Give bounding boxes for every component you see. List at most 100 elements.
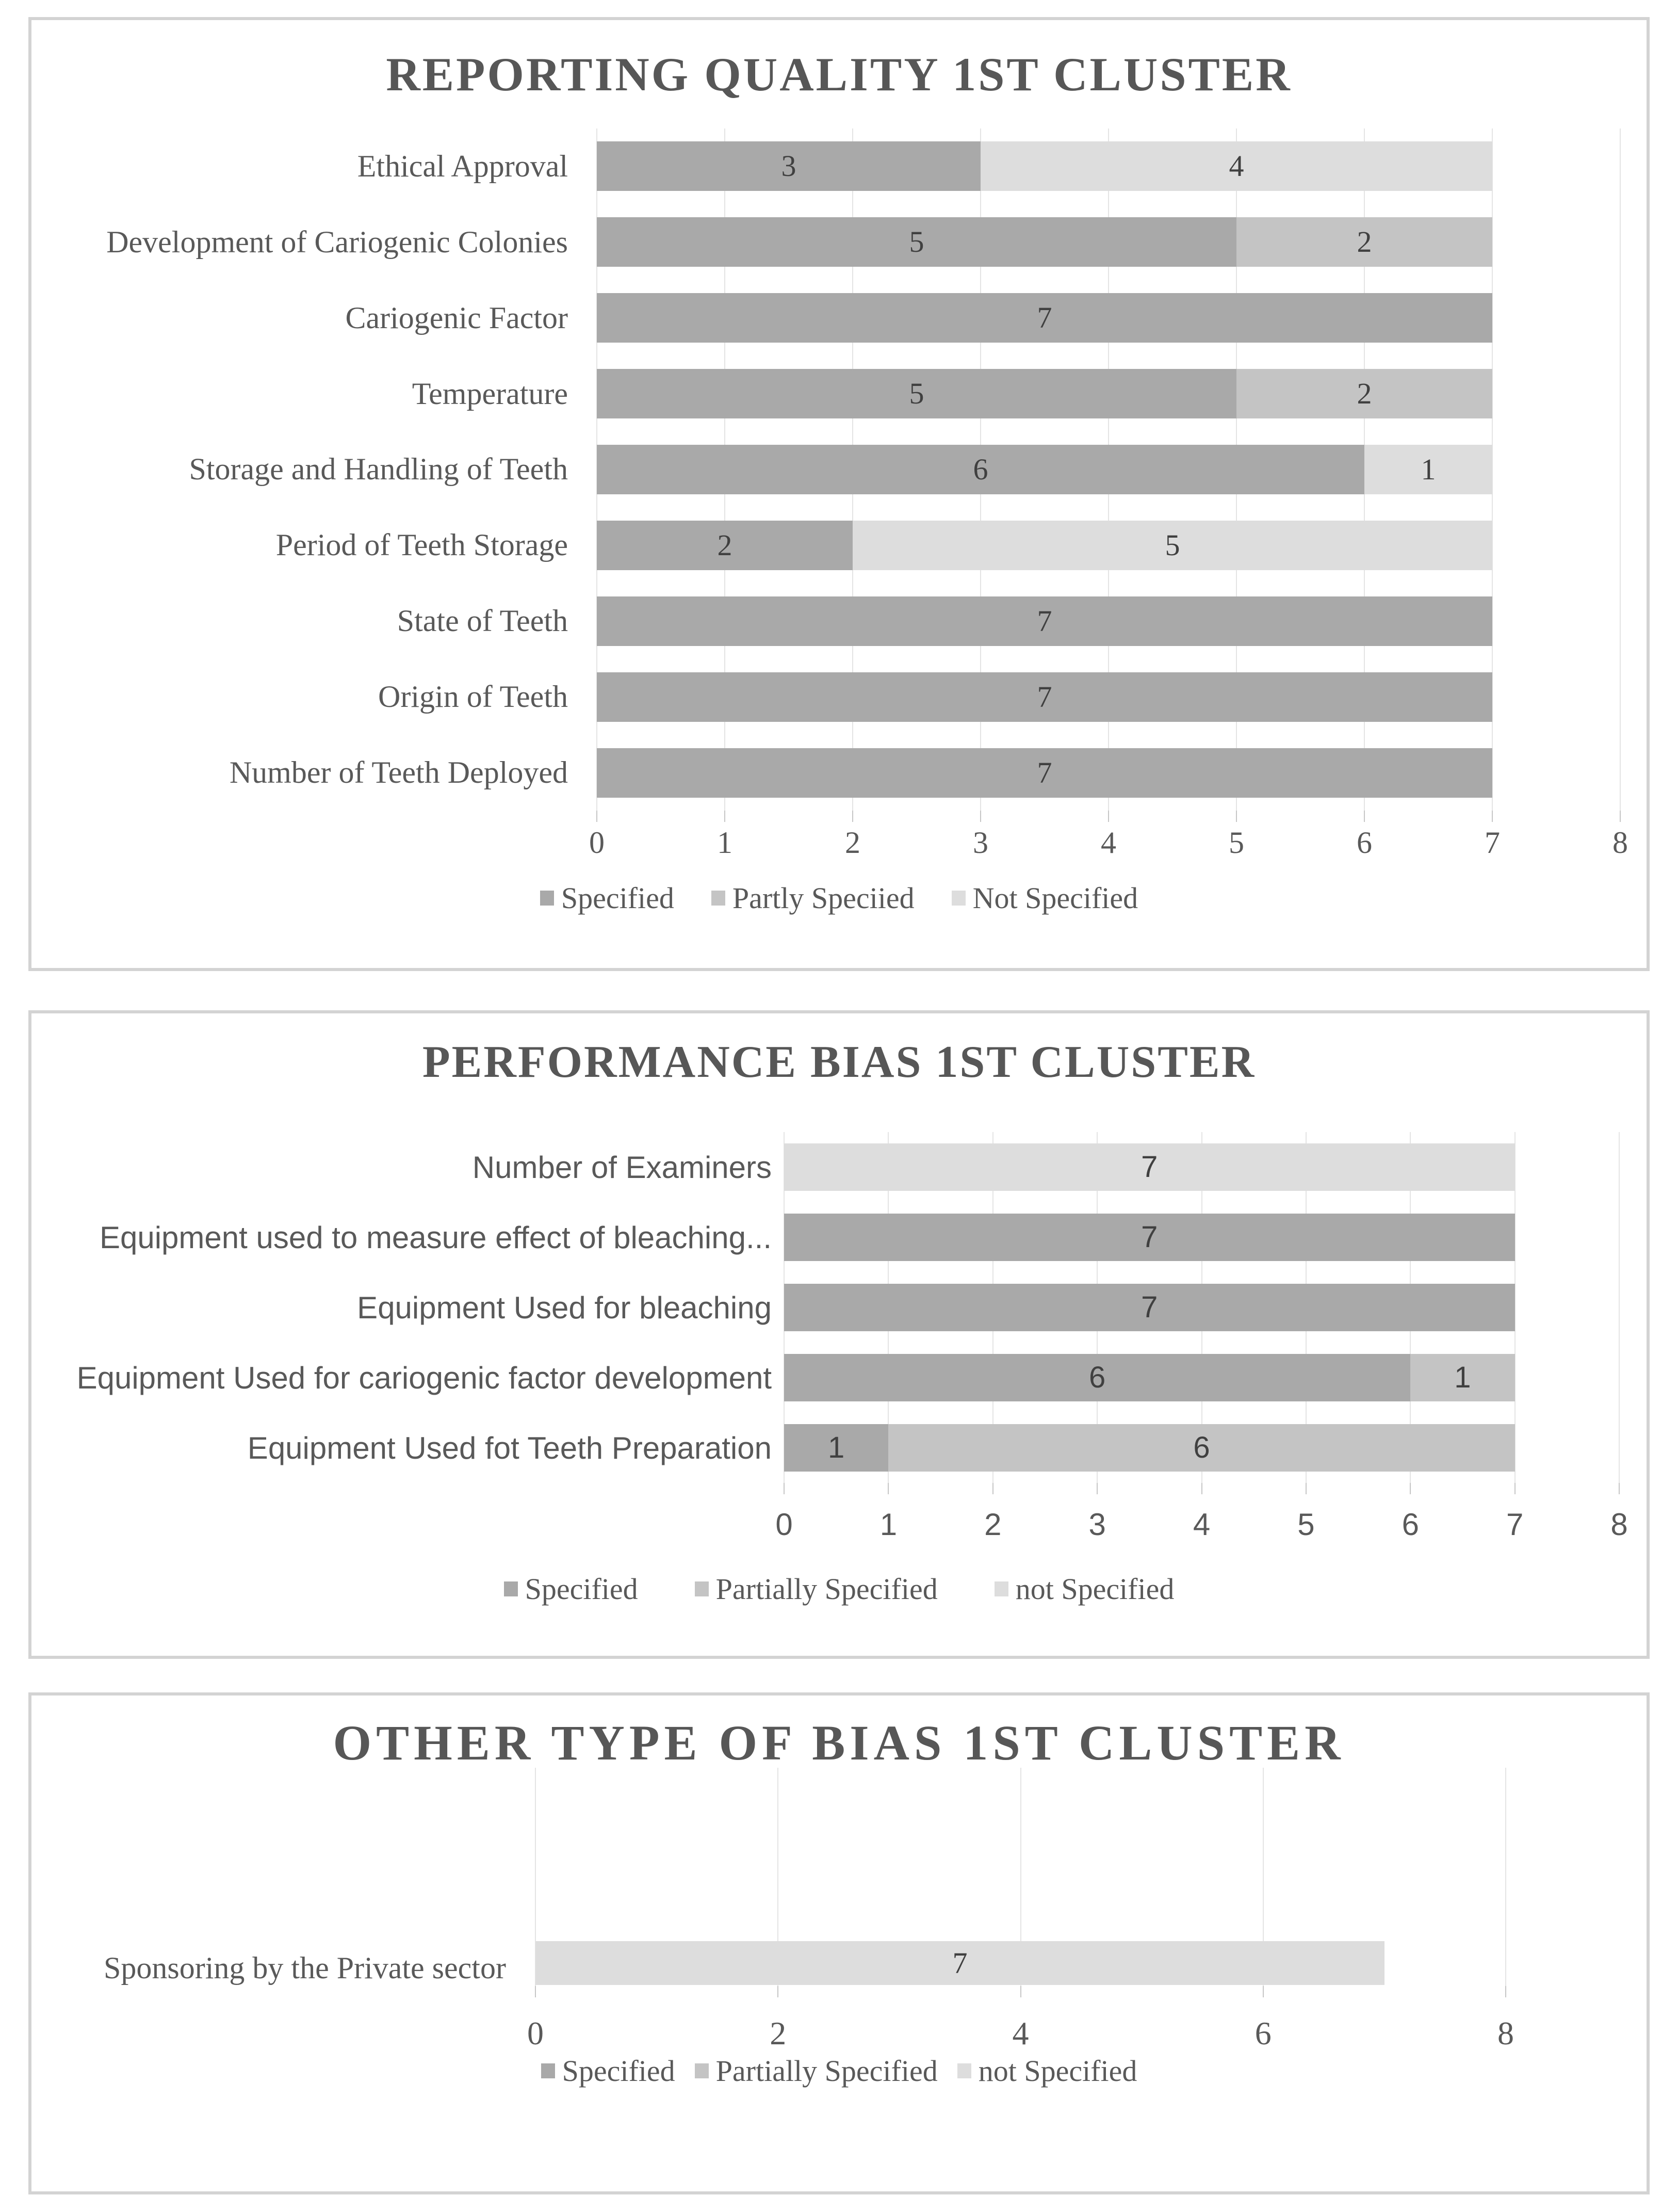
value-label: 6 — [1088, 1361, 1106, 1394]
value-label: 1 — [1454, 1361, 1471, 1394]
axis-tick-label: 2 — [984, 1507, 1002, 1542]
value-label: 4 — [1229, 149, 1244, 183]
plot-area: 0 2 4 6 8 Sponsoring by the Private sector 7 — [31, 1696, 1647, 2191]
value-label: 7 — [1037, 755, 1052, 789]
axis-tick-label: 6 — [1402, 1507, 1419, 1542]
bar-segment — [784, 1284, 1515, 1331]
category-label: Origin of Teeth — [378, 680, 568, 714]
value-label: 5 — [909, 225, 924, 259]
bar-segment — [1236, 369, 1492, 419]
legend-item: not Specified — [957, 2054, 1137, 2088]
bar-segment — [535, 1941, 1384, 1985]
axis-tick-label: 7 — [1506, 1507, 1524, 1542]
legend-swatch — [994, 1581, 1008, 1596]
value-label: 1 — [1421, 453, 1436, 486]
bar-segment — [784, 1354, 1411, 1401]
axis-tick-label: 3 — [973, 826, 988, 860]
legend-item: not Specified — [994, 1572, 1174, 1606]
legend-label: Specified — [561, 881, 674, 915]
gridline — [1262, 1768, 1264, 1986]
axis-tick — [1505, 1986, 1506, 1997]
legend-swatch — [541, 2063, 555, 2078]
axis-tick — [1236, 811, 1237, 822]
legend-swatch — [540, 891, 554, 906]
legend-label: Specified — [562, 2054, 675, 2088]
gridline — [1020, 1768, 1021, 1986]
legend-swatch — [711, 891, 725, 906]
value-label: 7 — [1141, 1290, 1158, 1324]
legend-item: Partially Specified — [694, 1572, 938, 1606]
axis-tick — [992, 1483, 993, 1494]
chart-title: OTHER TYPE OF BIAS 1ST CLUSTER — [333, 1715, 1345, 1770]
value-label: 5 — [1165, 528, 1180, 562]
legend: Specified Partially Specified not Specifie… — [31, 1572, 1647, 1606]
legend-item: Not Specified — [951, 881, 1138, 915]
axis-tick-label: 2 — [845, 826, 860, 860]
axis-tick-label: 4 — [1193, 1507, 1211, 1542]
bar-segment — [1236, 217, 1492, 267]
axis-tick — [1262, 1986, 1264, 1997]
gridline — [1492, 128, 1493, 811]
axis-tick-label: 0 — [527, 2015, 544, 2052]
chart-panel-reporting-quality: REPORTING QUALITY 1ST CLUSTER 0 1 2 3 4 5 6 7 8 E… — [28, 17, 1650, 971]
category-label: Equipment Used fot Teeth Preparation — [247, 1430, 772, 1465]
bar-segment — [597, 748, 1492, 798]
category-label: Number of Examiners — [472, 1150, 772, 1185]
value-label: 5 — [909, 377, 924, 411]
axis-tick-label: 6 — [1357, 826, 1372, 860]
axis-tick-label: 2 — [770, 2015, 787, 2052]
value-label: 7 — [1141, 1220, 1158, 1254]
axis-tick — [784, 1483, 785, 1494]
gridline — [1620, 128, 1621, 811]
axis-tick — [980, 811, 981, 822]
legend-item: Specified — [541, 2054, 675, 2088]
legend-label: not Specified — [978, 2054, 1137, 2088]
legend-label: Partly Speciied — [732, 881, 915, 915]
bar-segment — [597, 141, 981, 191]
category-label: Equipment Used for cariogenic factor dev… — [76, 1360, 772, 1395]
category-label: Ethical Approval — [357, 149, 568, 183]
gridline — [535, 1768, 536, 1986]
gridline — [1514, 1132, 1516, 1483]
legend: Specified Partially Specified not Specifie… — [31, 2054, 1647, 2088]
category-label: Cariogenic Factor — [345, 300, 568, 335]
axis-tick — [1108, 811, 1109, 822]
axis-tick-label: 6 — [1255, 2015, 1272, 2052]
axis-tick — [1619, 1483, 1620, 1494]
axis-tick — [535, 1986, 536, 1997]
chart-title: REPORTING QUALITY 1ST CLUSTER — [386, 48, 1292, 101]
value-label: 3 — [781, 149, 796, 183]
legend-label: Specified — [525, 1572, 638, 1606]
value-label: 1 — [828, 1431, 845, 1464]
value-label: 7 — [1037, 604, 1052, 638]
legend-swatch — [957, 2063, 971, 2078]
legend-item: Specified — [503, 1572, 638, 1606]
value-label: 2 — [1357, 377, 1372, 411]
axis-tick — [1620, 811, 1621, 822]
bar-segment — [1410, 1354, 1515, 1401]
axis-tick — [1020, 1986, 1021, 1997]
axis-tick-label: 3 — [1088, 1507, 1106, 1542]
axis-tick — [852, 811, 853, 822]
bar-segment — [597, 293, 1492, 343]
axis-tick — [1097, 1483, 1098, 1494]
axis-tick — [1364, 811, 1365, 822]
bar-segment — [597, 445, 1364, 494]
legend-swatch — [694, 1581, 709, 1596]
axis-tick-label: 0 — [775, 1507, 793, 1542]
plot-area: 0 1 2 3 4 5 6 7 8 Number of Examiners 7 Equipment u… — [31, 1013, 1647, 1656]
axis-tick-label: 8 — [1610, 1507, 1628, 1542]
value-label: 6 — [1193, 1431, 1210, 1464]
legend-item: Specified — [540, 881, 674, 915]
value-label: 7 — [952, 1946, 968, 1980]
axis-tick — [1305, 1483, 1307, 1494]
axis-tick — [1514, 1483, 1516, 1494]
value-label: 7 — [1037, 301, 1052, 335]
axis-tick — [1492, 811, 1493, 822]
value-label: 2 — [1357, 225, 1372, 259]
legend-label: Not Specified — [972, 881, 1138, 915]
legend-label: Partially Specified — [715, 1572, 938, 1606]
axis-tick-label: 5 — [1229, 826, 1244, 860]
axis-tick — [1201, 1483, 1202, 1494]
